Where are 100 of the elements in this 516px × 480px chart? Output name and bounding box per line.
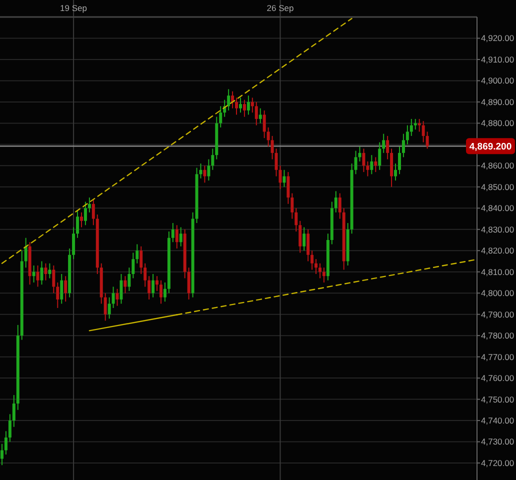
candlestick [8, 414, 12, 442]
candlestick [402, 133, 405, 158]
y-tick-label: 4,910.00 [481, 54, 514, 64]
candlestick [32, 264, 36, 283]
candlestick [322, 267, 326, 283]
candlestick [298, 220, 302, 254]
candlestick [64, 276, 68, 302]
y-tick-label: 4,800.00 [481, 288, 514, 298]
candlestick [88, 197, 91, 213]
y-tick-label: 4,880.00 [481, 118, 514, 128]
y-tick-label: 4,780.00 [481, 330, 514, 341]
candlestick [354, 150, 358, 175]
candlestick [84, 201, 87, 226]
candlestick [152, 273, 155, 298]
candlestick [386, 135, 390, 160]
candlestick [374, 156, 378, 173]
candlestick [282, 169, 286, 188]
candlestick [394, 163, 398, 182]
x-tick-label: 19 Sep [60, 2, 88, 13]
candlestick [24, 237, 28, 268]
candlestick [306, 228, 310, 262]
candlestick [36, 264, 40, 288]
candlestick [156, 276, 159, 292]
candlestick [179, 226, 182, 247]
candlestick [242, 99, 246, 118]
y-tick-label: 4,750.00 [481, 394, 514, 404]
candlestick [92, 199, 95, 226]
candlestick [72, 226, 76, 260]
candlestick [406, 124, 409, 145]
candlestick [124, 276, 127, 294]
y-tick-label: 4,820.00 [481, 246, 514, 256]
candlestick [235, 97, 238, 116]
candlestick [80, 212, 83, 228]
candlestick [40, 260, 44, 286]
candlestick [414, 118, 417, 130]
candlestick [231, 90, 234, 109]
x-tick-label: 26 Sep [266, 2, 294, 13]
y-tick-label: 4,840.00 [481, 203, 514, 214]
candlestick [258, 108, 262, 124]
candlestick [132, 252, 135, 279]
candlestick [116, 288, 119, 306]
candlestick [250, 97, 254, 114]
candlestick [48, 262, 52, 279]
candlestick [207, 158, 210, 182]
y-tick-label: 4,730.00 [481, 436, 514, 447]
candlestick [159, 280, 162, 304]
candlestick [378, 142, 382, 170]
y-tick-label: 4,720.00 [481, 458, 514, 468]
y-tick-label: 4,760.00 [481, 373, 514, 384]
candlestick [238, 97, 242, 114]
candlestick [398, 146, 401, 175]
candlestick [203, 165, 206, 184]
candlestick [286, 172, 290, 204]
y-tick-label: 4,850.00 [481, 182, 514, 192]
candlestick [382, 133, 386, 154]
candlestick [12, 394, 16, 428]
candlestick [56, 282, 60, 308]
candlestick [338, 192, 342, 220]
y-tick-label: 4,900.00 [481, 76, 514, 86]
candlestick [108, 296, 111, 320]
candlestick [314, 258, 318, 274]
candlestick [171, 222, 174, 243]
candlestick [362, 148, 366, 173]
candlestick [294, 208, 298, 232]
candlestick [128, 267, 131, 292]
candlestick [266, 126, 270, 148]
candlestick [262, 110, 266, 139]
candlestick [148, 276, 151, 300]
candlestick [120, 273, 123, 304]
candlestick [112, 286, 115, 308]
y-tick-label: 4,740.00 [481, 416, 514, 426]
y-tick-label: 4,810.00 [481, 266, 514, 277]
candlestick [366, 160, 370, 177]
candlestick [163, 282, 166, 302]
candlestick [254, 101, 258, 126]
candlestick [410, 118, 413, 136]
candlestick [334, 190, 338, 213]
candlestick [4, 430, 8, 456]
candlestick [310, 250, 314, 270]
candlestick [227, 88, 230, 111]
candlestick [219, 106, 222, 128]
candlestick [175, 224, 178, 249]
candlestick [318, 262, 322, 279]
y-tick-label: 4,890.00 [481, 96, 514, 107]
candlestick [104, 292, 107, 322]
candlestick [390, 148, 394, 188]
candlestick [136, 244, 139, 264]
candlestick [0, 443, 4, 466]
candlestick [140, 246, 143, 274]
candlestick [76, 210, 80, 238]
candlestick [211, 148, 214, 170]
candlestick [426, 131, 429, 150]
candlestick [246, 95, 250, 116]
y-tick-label: 4,860.00 [481, 160, 514, 171]
candlestick [187, 267, 190, 300]
y-tick-label: 4,920.00 [481, 33, 514, 44]
candlestick [418, 118, 421, 132]
candlestick [422, 120, 425, 143]
y-tick-label: 4,790.00 [481, 309, 514, 320]
candlestick [52, 264, 56, 294]
